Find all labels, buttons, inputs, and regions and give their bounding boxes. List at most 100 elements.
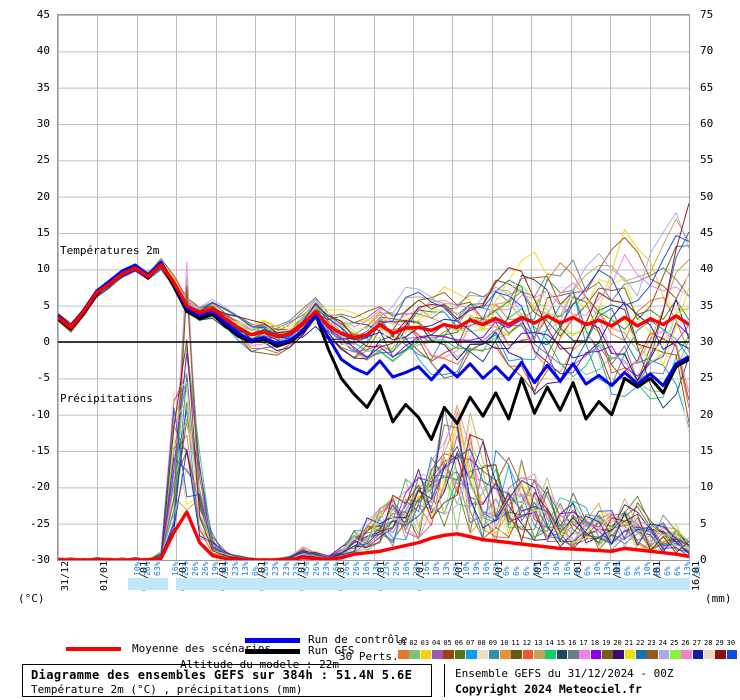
pert-number-21: 21 <box>624 639 634 647</box>
y-tick-left--25: -25 <box>30 516 50 530</box>
pert-swatch-19 <box>602 650 613 659</box>
pert-swatch-03 <box>420 650 432 659</box>
pert-number-04: 04 <box>432 639 441 647</box>
y-tick-left--15: -15 <box>30 444 50 457</box>
pert-number-12: 12 <box>522 639 532 647</box>
pert-swatch-17 <box>579 650 591 659</box>
copyright: Copyright 2024 Meteociel.fr <box>455 682 642 696</box>
precip-prob-label: 23% <box>411 561 421 576</box>
pert-swatch-08 <box>477 650 489 659</box>
pert-swatch-12 <box>522 650 534 659</box>
y-tick-right-15: 15 <box>700 444 714 457</box>
pert-swatch-09 <box>488 650 500 659</box>
y-tick-right-25: 25 <box>700 371 714 385</box>
pert-number-14: 14 <box>545 639 554 647</box>
y-tick-right-5: 5 <box>700 516 707 530</box>
legend-control-swatch <box>245 638 300 643</box>
chart-subtitle: Température 2m (°C) , précipitations (mm… <box>31 683 303 696</box>
pert-swatch-16 <box>568 650 579 659</box>
precip-prob-label: 6% <box>512 566 522 576</box>
y-tick-right-55: 55 <box>700 153 714 167</box>
precip-prob-label: 19% <box>472 561 482 576</box>
precip-prob-label: 26% <box>391 561 401 576</box>
legend-mean-label: Moyenne des scénarios <box>132 642 272 655</box>
pert-number-02: 02 <box>409 639 418 647</box>
precip-prob-label: 26% <box>341 561 351 576</box>
pert-swatch-14 <box>545 650 557 659</box>
precip-prob-label: 6% <box>572 566 582 576</box>
precip-prob-label: 19% <box>211 561 221 576</box>
y-tick-right-35: 35 <box>700 298 714 312</box>
precipitation-panel-label: Précipitations <box>60 392 153 405</box>
pert-number-11: 11 <box>511 639 520 647</box>
precip-prob-label: 10% <box>532 561 542 576</box>
y-tick-left--20: -20 <box>30 480 50 494</box>
pert-swatch-30 <box>726 650 738 659</box>
precip-prob-label: 16% <box>562 561 572 576</box>
precip-prob-label: 23% <box>321 561 331 576</box>
pert-swatch-05 <box>443 650 455 659</box>
precip-prob-label: 16% <box>552 561 562 576</box>
plot-series <box>58 203 689 560</box>
precip-prob-label: 6% <box>522 566 532 576</box>
y-tick-right-0: 0 <box>700 553 707 566</box>
pert-number-15: 15 <box>556 639 566 647</box>
precip-prob-label: 13% <box>241 561 251 576</box>
pert-number-05: 05 <box>443 639 452 647</box>
precip-prob-label: 35% <box>221 561 231 576</box>
y-tick-right-20: 20 <box>700 407 714 421</box>
legend-mean-swatch <box>66 647 121 651</box>
pert-number-08: 08 <box>477 639 486 647</box>
precip-prob-label: 6% <box>662 566 672 576</box>
pert-number-06: 06 <box>454 639 464 647</box>
precip-prob-label: 26% <box>331 561 341 576</box>
pert-swatch-06 <box>454 650 466 659</box>
y-tick-left-30: 30 <box>36 117 50 130</box>
y-tick-left--10: -10 <box>30 407 50 421</box>
precip-prob-label: 23% <box>231 561 241 576</box>
pert-swatch-22 <box>636 650 647 659</box>
precip-prob-label: 13% <box>602 561 612 576</box>
pert-swatch-04 <box>432 650 443 659</box>
run-info: Ensemble GEFS du 31/12/2024 - 00Z <box>455 667 674 680</box>
precip-prob-label: 6% <box>672 566 682 576</box>
pert-swatch-20 <box>613 650 625 659</box>
run-info-box: Ensemble GEFS du 31/12/2024 - 00Z Copyri… <box>444 664 738 697</box>
y-tick-left-40: 40 <box>36 44 50 58</box>
pert-number-20: 20 <box>613 639 622 647</box>
pert-swatch-11 <box>511 650 523 659</box>
y-tick-right-60: 60 <box>700 117 714 130</box>
legend-gfs-label: Run GFS <box>308 644 355 657</box>
pert-number-23: 23 <box>647 639 656 647</box>
precip-prob-label: 10% <box>642 561 652 576</box>
y-tick-left-5: 5 <box>43 298 50 312</box>
y-tick-right-75: 75 <box>700 8 714 21</box>
y-axis-left-unit: (°C) <box>18 592 45 605</box>
y-tick-left--5: -5 <box>36 371 50 385</box>
pert-number-26: 26 <box>681 639 690 647</box>
precip-prob-label: 26% <box>143 561 153 576</box>
pert-number-09: 09 <box>488 639 498 647</box>
precip-prob-label: 13% <box>442 561 452 576</box>
pert-number-28: 28 <box>704 639 713 647</box>
pert-swatch-13 <box>534 650 545 659</box>
precip-prob-label: 10% <box>133 561 142 576</box>
pert-number-01: 01 <box>398 639 407 647</box>
precip-prob-label: 10% <box>612 561 622 576</box>
precip-prob-label: 13% <box>492 561 502 576</box>
pert-swatch-27 <box>692 650 704 659</box>
y-tick-right-70: 70 <box>700 44 714 58</box>
precip-prob-label: 26% <box>351 561 361 576</box>
precip-prob-label: 23% <box>281 561 291 576</box>
precip-prob-label: 13% <box>371 561 381 576</box>
precip-prob-label: 19% <box>542 561 552 576</box>
pert-number-24: 24 <box>658 639 668 647</box>
pert-number-19: 19 <box>602 639 611 647</box>
pert-swatch-18 <box>590 650 602 659</box>
pert-swatch-23 <box>647 650 659 659</box>
pert-number-13: 13 <box>534 639 543 647</box>
precip-prob-label: 13% <box>452 561 462 576</box>
plot-area <box>57 14 690 561</box>
y-tick-right-10: 10 <box>700 480 714 494</box>
precip-prob-label: 3% <box>632 566 642 576</box>
